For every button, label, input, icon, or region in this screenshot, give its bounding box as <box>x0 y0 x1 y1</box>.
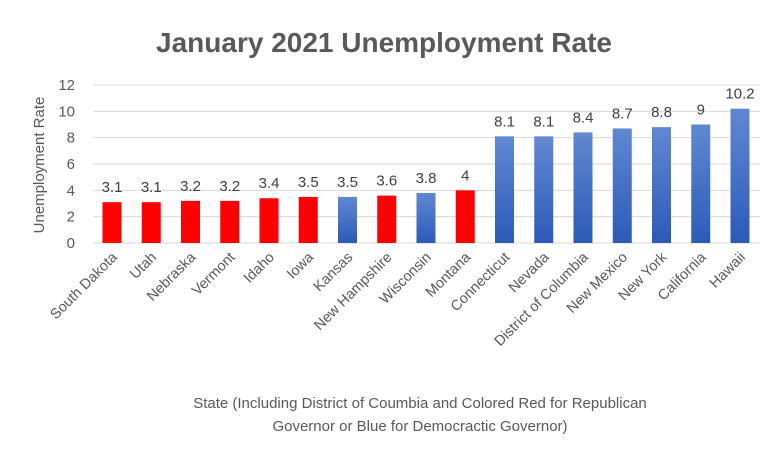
bar <box>259 198 279 243</box>
y-axis-label: Unemployment Rate <box>31 97 48 234</box>
y-tick-label: 0 <box>67 235 75 252</box>
bar <box>691 124 711 243</box>
bar <box>141 202 161 243</box>
x-axis-label-line-2: Governor or Blue for Democractic Governo… <box>272 418 567 435</box>
bar <box>455 190 475 243</box>
y-tick-label: 10 <box>58 103 75 120</box>
category-label: Hawaii <box>707 250 749 292</box>
category-label: Utah <box>127 250 160 283</box>
data-label: 3.5 <box>337 174 358 191</box>
data-label: 8.4 <box>573 109 594 126</box>
bar <box>495 136 514 243</box>
category-label: South Dakota <box>47 249 121 323</box>
data-label: 10.2 <box>725 86 754 103</box>
bar <box>416 192 436 243</box>
data-label: 3.4 <box>259 175 280 192</box>
bar <box>298 196 318 243</box>
bar <box>730 108 750 243</box>
data-label: 3.1 <box>102 179 123 196</box>
data-label: 9 <box>697 102 705 119</box>
category-label: Vermont <box>189 250 238 299</box>
chart-title: January 2021 Unemployment Rate <box>156 27 612 58</box>
data-label: 3.6 <box>376 173 397 190</box>
data-label: 8.1 <box>533 113 554 130</box>
bar <box>573 132 593 243</box>
data-label: 8.7 <box>612 105 633 122</box>
category-label: Idaho <box>241 250 278 287</box>
data-label: 8.1 <box>494 113 515 130</box>
bar <box>377 195 397 243</box>
data-label: 3.1 <box>141 179 162 196</box>
bar <box>181 200 200 243</box>
y-tick-label: 8 <box>67 130 75 147</box>
bar <box>652 127 671 243</box>
bar <box>612 128 632 243</box>
bar <box>220 200 240 243</box>
data-label: 3.2 <box>180 178 201 195</box>
y-tick-label: 12 <box>58 77 75 94</box>
y-tick-label: 2 <box>67 209 75 226</box>
data-label: 3.2 <box>219 178 240 195</box>
data-label: 4 <box>461 167 469 184</box>
y-tick-label: 6 <box>67 156 75 173</box>
data-label: 8.8 <box>651 104 672 121</box>
x-axis-label-line-1: State (Including District of Coumbia and… <box>193 395 647 412</box>
data-label: 3.8 <box>416 170 437 187</box>
bar <box>102 202 122 243</box>
bar <box>338 196 357 243</box>
y-tick-label: 4 <box>67 182 75 199</box>
data-label: 3.5 <box>298 174 319 191</box>
category-label: Iowa <box>284 249 318 283</box>
bar <box>534 136 554 243</box>
